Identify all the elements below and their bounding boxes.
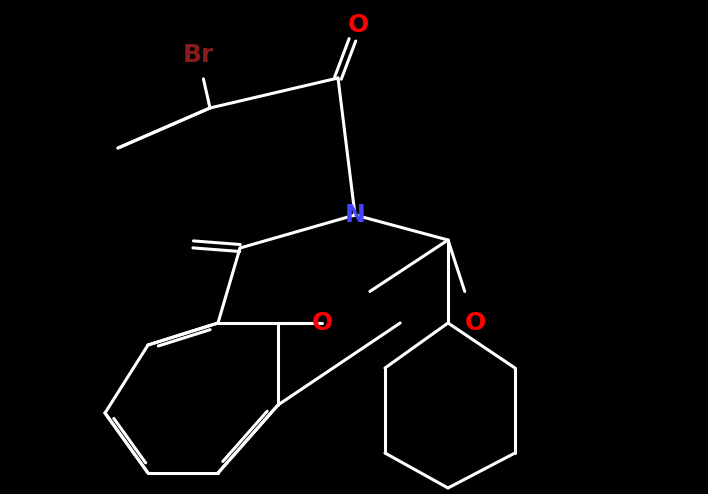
- Text: O: O: [348, 13, 369, 37]
- Text: N: N: [345, 203, 365, 227]
- Text: O: O: [312, 311, 333, 335]
- Text: Br: Br: [183, 43, 214, 67]
- Text: O: O: [464, 311, 486, 335]
